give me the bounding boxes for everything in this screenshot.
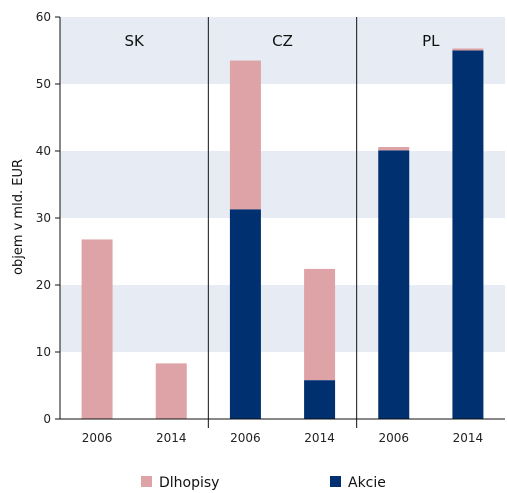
y-tick-labels: 0 10 20 30 40 50 60 bbox=[36, 10, 51, 426]
y-tick-label: 30 bbox=[36, 211, 51, 225]
y-tick-label: 20 bbox=[36, 278, 51, 292]
y-tick-label: 40 bbox=[36, 144, 51, 158]
grid-band bbox=[60, 17, 505, 84]
bar-dlhopisy-1 bbox=[81, 239, 113, 419]
bar-akcie-4 bbox=[304, 380, 336, 419]
panel-label-pl: PL bbox=[422, 32, 440, 50]
legend: Dlhopisy Akcie bbox=[141, 475, 386, 491]
bar-dlhopisy-2 bbox=[155, 363, 187, 419]
bars bbox=[81, 48, 484, 419]
grid-bands bbox=[60, 17, 505, 352]
panel-labels: SK CZ PL bbox=[124, 32, 440, 50]
x-tick-label: 2006 bbox=[82, 431, 113, 445]
legend-swatch-akcie bbox=[330, 476, 341, 487]
x-tick-label: 2014 bbox=[156, 431, 187, 445]
bar-dlhopisy-3 bbox=[229, 60, 261, 210]
bar-akcie-5 bbox=[378, 150, 410, 419]
y-axis-label: objem v mld. EUR bbox=[11, 159, 26, 275]
y-tick-label: 10 bbox=[36, 345, 51, 359]
legend-swatch-dlhopisy bbox=[141, 476, 152, 487]
x-tick-label: 2006 bbox=[378, 431, 409, 445]
panel-label-sk: SK bbox=[124, 32, 145, 50]
grid-band bbox=[60, 151, 505, 218]
y-tick-label: 60 bbox=[36, 10, 51, 24]
grid-band bbox=[60, 285, 505, 352]
bar-dlhopisy-5 bbox=[378, 146, 410, 151]
y-tick-label: 50 bbox=[36, 77, 51, 91]
x-tick-label: 2014 bbox=[453, 431, 484, 445]
panel-dividers bbox=[207, 17, 358, 428]
x-tick-labels: 2006 2014 2006 2014 2006 2014 bbox=[82, 431, 483, 445]
panel-label-cz: CZ bbox=[272, 32, 293, 50]
y-tick-label: 0 bbox=[43, 412, 51, 426]
axes bbox=[55, 16, 505, 420]
x-tick-label: 2014 bbox=[304, 431, 335, 445]
bar-akcie-3 bbox=[229, 209, 261, 419]
bar-dlhopisy-6 bbox=[452, 48, 484, 51]
bar-dlhopisy-4 bbox=[304, 268, 336, 381]
legend-label-dlhopisy: Dlhopisy bbox=[159, 475, 219, 491]
x-tick-label: 2006 bbox=[230, 431, 261, 445]
legend-label-akcie: Akcie bbox=[348, 475, 386, 491]
bar-akcie-6 bbox=[452, 50, 484, 419]
